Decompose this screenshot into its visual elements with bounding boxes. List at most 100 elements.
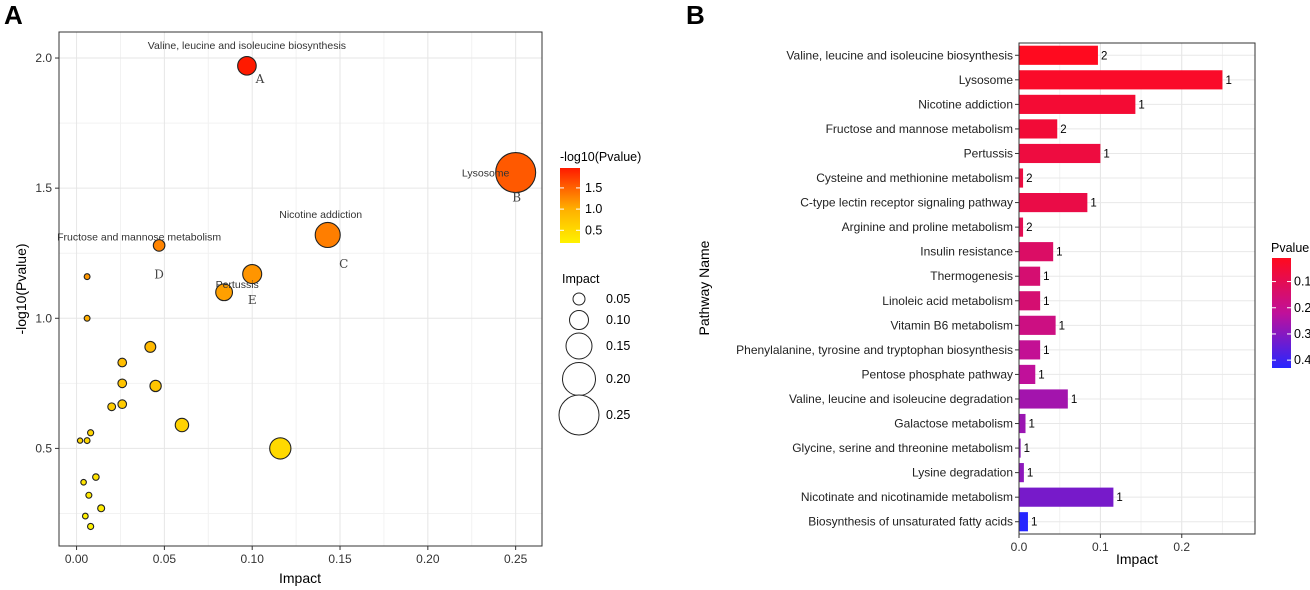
bar-count-label: 1 (1031, 517, 1037, 529)
bar-legend-title: Pvalue (1271, 241, 1309, 255)
scatter-point (83, 273, 91, 281)
scatter-ytick-label: 0.5 (35, 441, 52, 455)
bar (1019, 119, 1058, 139)
scatter-point-letter: A (255, 72, 265, 86)
bar (1019, 45, 1098, 65)
scatter-point (117, 378, 128, 389)
bar-colorbar (1272, 258, 1291, 368)
bar-count-label: 2 (1026, 173, 1032, 185)
scatter-point (76, 437, 84, 444)
bar-count-label: 1 (1027, 468, 1033, 480)
bar (1019, 70, 1223, 90)
bar-count-label: 1 (1116, 492, 1122, 504)
scatter-colorbar-ticks: 0.5 1.0 1.5 (560, 181, 602, 237)
scatter-frame (58, 31, 543, 547)
scatter-point (83, 437, 91, 445)
bar-count-label: 1 (1056, 247, 1062, 259)
scatter-xlabel: Impact (279, 570, 321, 586)
scatter-point (117, 399, 128, 410)
scatter-colorbar-tick-label: 1.5 (585, 181, 602, 195)
bar-count-label: 1 (1138, 99, 1144, 111)
scatter-point-letter: E (248, 293, 257, 307)
scatter-plot-area (58, 31, 543, 547)
bar-category-label: Phenylalanine, tyrosine and tryptophan b… (736, 343, 1013, 357)
scatter-point (81, 512, 89, 520)
scatter-point (85, 491, 93, 499)
scatter-point-label: Lysosome (462, 168, 510, 180)
scatter-chart: 0.00 0.05 0.10 0.15 0.20 0.25 0.5 1.0 1.5 2.0 Val… (13, 31, 641, 586)
scatter-point (269, 437, 292, 460)
bar (1019, 266, 1041, 286)
bar-xtick-label: 0.2 (1173, 540, 1190, 554)
bar-xtick-label: 0.1 (1092, 540, 1109, 554)
scatter-point-labels: Valine, leucine and isoleucine biosynthe… (57, 40, 521, 307)
scatter-size-legend-circle (569, 310, 589, 330)
scatter-size-legend-label: 0.25 (606, 408, 630, 422)
bar-category-label: Pentose phosphate pathway (862, 367, 1013, 381)
bar-color-legend: Pvalue 0.1 0.2 0.3 0.4 (1271, 241, 1310, 368)
bar-category-label: Glycine, serine and threonine metabolism (792, 441, 1013, 455)
scatter-size-legend: Impact 0.05 0.10 0.15 0.20 0.25 (558, 272, 630, 436)
bar (1019, 512, 1028, 532)
scatter-point (242, 263, 263, 285)
bar-category-label: Pertussis (964, 146, 1013, 160)
scatter-color-legend-title: -log10(Pvalue) (560, 150, 641, 164)
scatter-ticks: 0.00 0.05 0.10 0.15 0.20 0.25 0.5 1.0 1.5 2.0 (35, 51, 527, 566)
bar (1019, 242, 1054, 262)
bar-category-label: Insulin resistance (920, 245, 1013, 259)
bar (1019, 94, 1136, 114)
scatter-point (117, 357, 128, 368)
bar (1019, 143, 1101, 164)
scatter-point-label: Nicotine addiction (279, 209, 362, 221)
bar-count-label: 2 (1026, 222, 1032, 234)
bar-colorbar-tick-label: 0.1 (1294, 275, 1310, 289)
panel-b-letter: B (686, 0, 705, 30)
scatter-point (80, 478, 87, 486)
scatter-point (495, 151, 537, 194)
bar-colorbar-tick-label: 0.3 (1294, 327, 1310, 341)
bar (1019, 463, 1024, 483)
bar-colorbar-ticks: 0.1 0.2 0.3 0.4 (1272, 275, 1310, 367)
scatter-size-legend-label: 0.20 (606, 372, 630, 386)
scatter-point-label: Valine, leucine and isoleucine biosynthe… (148, 40, 346, 52)
scatter-point (144, 340, 157, 353)
bar-category-label: Arginine and proline metabolism (842, 220, 1013, 234)
bar (1019, 291, 1041, 311)
bar-category-label: Valine, leucine and isoleucine biosynthe… (786, 48, 1013, 62)
bar-category-label: Vitamin B6 metabolism (891, 318, 1014, 332)
bar-category-label: Lysosome (959, 73, 1014, 87)
bar-count-label: 1 (1038, 369, 1044, 381)
scatter-size-legend-title: Impact (562, 272, 600, 286)
scatter-points (76, 55, 537, 531)
bar-category-labels: Valine, leucine and isoleucine biosynthe… (736, 48, 1013, 528)
bar-category-label: Thermogenesis (930, 269, 1013, 283)
bar-count-label: 1 (1071, 394, 1077, 406)
bar (1019, 413, 1026, 434)
bar (1019, 389, 1068, 409)
bar-category-label: Cysteine and methionine metabolism (816, 171, 1013, 185)
scatter-point (92, 473, 100, 481)
bar-count-label: 1 (1103, 148, 1109, 160)
bar-count-label: 1 (1043, 345, 1049, 357)
scatter-point-letter: C (339, 257, 348, 271)
scatter-colorbar-tick-label: 1.0 (585, 202, 602, 216)
scatter-size-legend-label: 0.15 (606, 339, 630, 353)
bar-count-label: 1 (1090, 198, 1096, 210)
scatter-point (97, 504, 106, 513)
scatter-ytick-label: 2.0 (35, 51, 52, 65)
scatter-point (87, 522, 95, 531)
scatter-colorbar-tick-label: 0.5 (585, 223, 602, 237)
bar-xtick-label: 0.0 (1011, 540, 1028, 554)
bar-count-label: 2 (1060, 124, 1066, 136)
bar-category-label: Biosynthesis of unsaturated fatty acids (808, 515, 1013, 529)
bar-category-label: Fructose and mannose metabolism (826, 122, 1013, 136)
scatter-point (107, 402, 117, 412)
scatter-xtick-label: 0.00 (65, 552, 89, 566)
bar-xlabel: Impact (1116, 551, 1158, 567)
scatter-xtick-label: 0.25 (504, 552, 528, 566)
scatter-size-legend-circle (572, 292, 586, 306)
bar-count-label: 1 (1059, 320, 1065, 332)
scatter-point (152, 239, 166, 252)
bar-category-label: Galactose metabolism (894, 417, 1013, 431)
